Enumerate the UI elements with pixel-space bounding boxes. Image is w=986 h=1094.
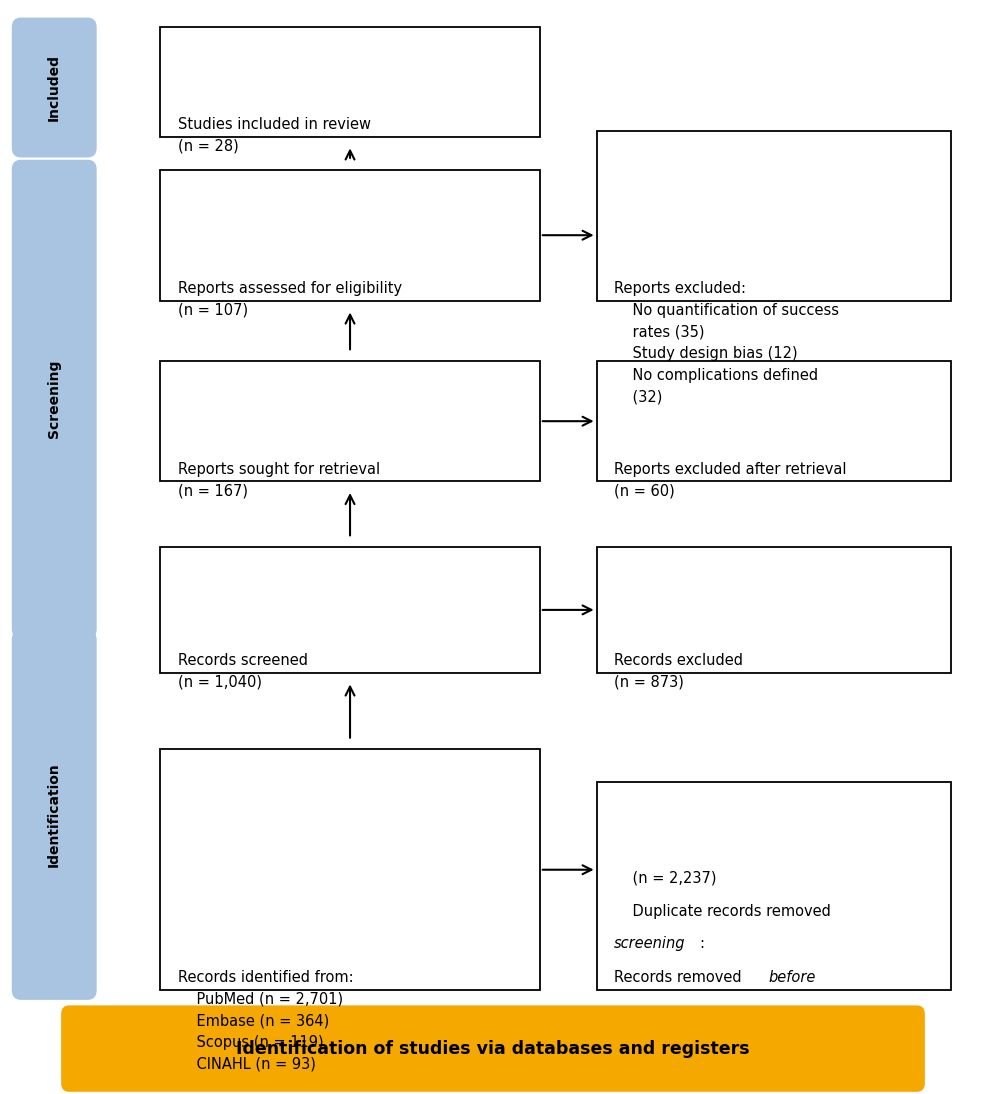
Text: Duplicate records removed: Duplicate records removed: [614, 904, 831, 919]
FancyBboxPatch shape: [13, 631, 96, 999]
Text: Identification of studies via databases and registers: Identification of studies via databases …: [237, 1039, 749, 1058]
Text: Screening: Screening: [47, 360, 61, 439]
Text: Studies included in review
(n = 28): Studies included in review (n = 28): [177, 117, 371, 153]
FancyBboxPatch shape: [13, 19, 96, 156]
Bar: [160, 749, 540, 990]
Text: Records identified from:
    PubMed (n = 2,701)
    Embase (n = 364)
    Scopus : Records identified from: PubMed (n = 2,7…: [177, 970, 354, 1072]
Text: Reports assessed for eligibility
(n = 107): Reports assessed for eligibility (n = 10…: [177, 281, 402, 317]
Text: Records screened
(n = 1,040): Records screened (n = 1,040): [177, 653, 308, 689]
Text: Records excluded
(n = 873): Records excluded (n = 873): [614, 653, 743, 689]
Bar: [160, 547, 540, 673]
Text: Reports sought for retrieval
(n = 167): Reports sought for retrieval (n = 167): [177, 462, 380, 498]
Bar: [597, 131, 951, 301]
Text: Reports excluded:
    No quantification of success
    rates (35)
    Study desi: Reports excluded: No quantification of s…: [614, 281, 839, 404]
Text: Included: Included: [47, 54, 61, 121]
Text: Records removed: Records removed: [614, 970, 746, 986]
Text: screening: screening: [614, 936, 686, 952]
Text: before: before: [768, 970, 815, 986]
FancyBboxPatch shape: [61, 1005, 925, 1092]
Text: :: :: [699, 936, 704, 952]
FancyBboxPatch shape: [13, 161, 96, 638]
Bar: [160, 170, 540, 301]
Bar: [597, 782, 951, 990]
Text: Reports excluded after retrieval
(n = 60): Reports excluded after retrieval (n = 60…: [614, 462, 847, 498]
Text: Identification: Identification: [47, 763, 61, 868]
Bar: [597, 547, 951, 673]
Bar: [160, 27, 540, 137]
Bar: [160, 361, 540, 481]
Text: (n = 2,237): (n = 2,237): [614, 871, 717, 886]
Bar: [597, 361, 951, 481]
